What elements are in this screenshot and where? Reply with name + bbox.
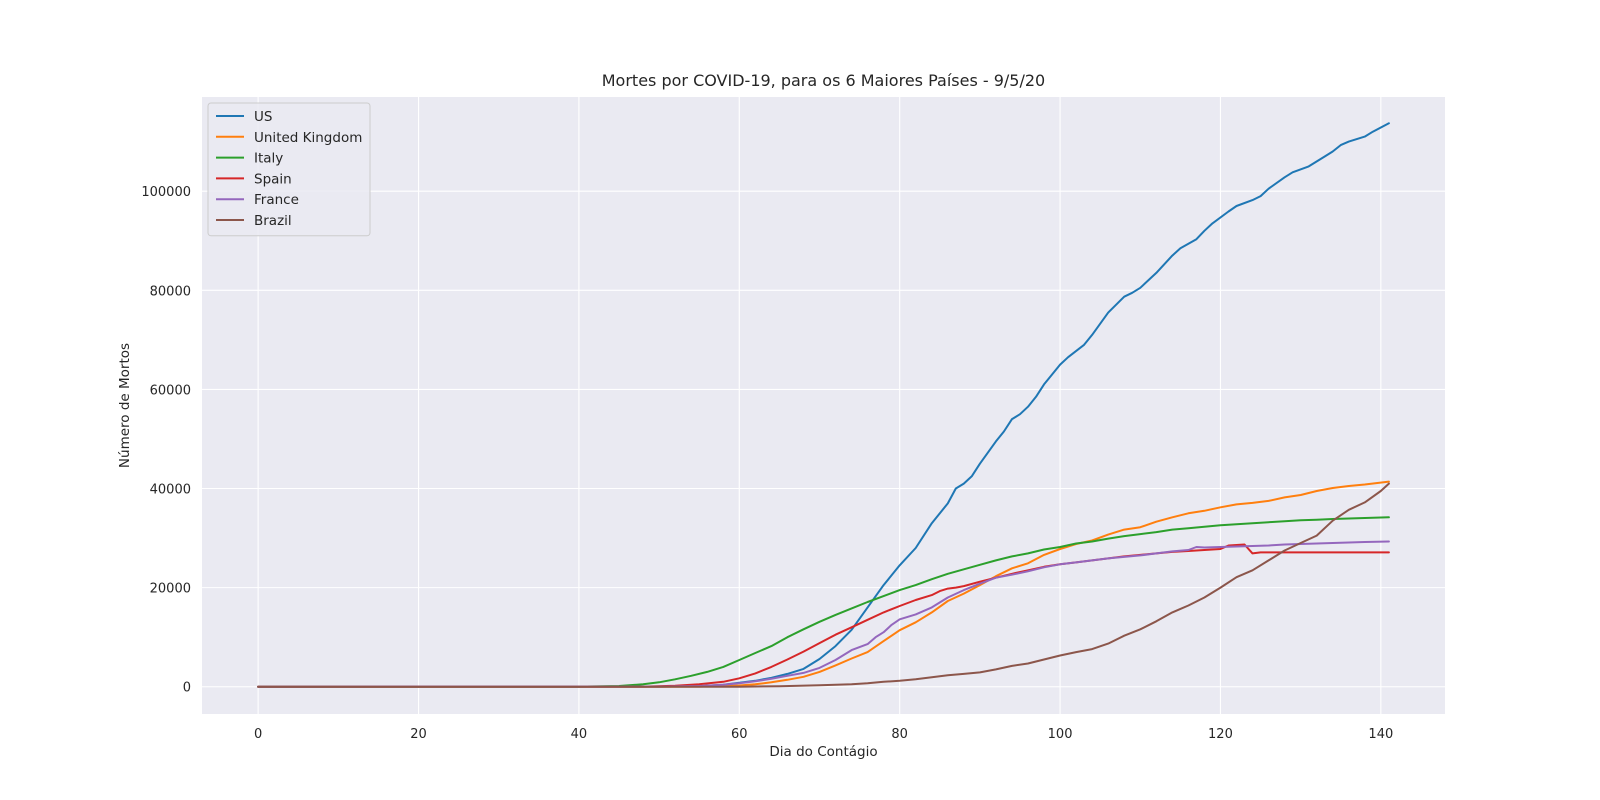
plot-area (202, 97, 1445, 714)
legend-box (207, 102, 371, 237)
series-line-united-kingdom (257, 480, 1390, 688)
legend-label: United Kingdom (254, 130, 362, 146)
y-tick-label: 100000 (141, 185, 191, 200)
x-tick-label: 100 (1048, 727, 1073, 742)
x-tick-label: 0 (254, 727, 262, 742)
x-axis-label: Dia do Contágio (769, 744, 877, 760)
x-tick-label: 20 (410, 727, 427, 742)
legend-label: Brazil (254, 213, 292, 229)
x-tick-label: 40 (571, 727, 588, 742)
x-tick-label: 80 (891, 727, 908, 742)
legend-label: France (254, 192, 299, 208)
y-tick-label: 0 (183, 681, 191, 696)
series-line-brazil (257, 482, 1390, 688)
chart-title: Mortes por COVID-19, para os 6 Maiores P… (602, 71, 1045, 90)
legend: US United Kingdom Italy Spain France Brazil (207, 102, 371, 237)
y-axis-label: Número de Mortos (117, 343, 133, 468)
series-lines (257, 122, 1390, 688)
x-tick-label: 60 (731, 727, 748, 742)
y-tick-label: 60000 (150, 383, 191, 398)
x-tick-label: 120 (1208, 727, 1233, 742)
series-line-us (257, 122, 1390, 688)
series-line-spain (257, 543, 1390, 688)
y-tick-label: 40000 (150, 483, 191, 498)
x-tick-label: 140 (1368, 727, 1393, 742)
legend-label: Spain (254, 171, 292, 187)
y-tick-label: 80000 (150, 284, 191, 299)
legend-label: US (254, 109, 272, 125)
x-axis: 0 20 40 60 80 100 120 140 (254, 727, 1393, 742)
y-axis: 0 20000 40000 60000 80000 100000 (141, 185, 191, 696)
legend-label: Italy (254, 151, 283, 167)
series-line-italy (257, 516, 1390, 688)
y-tick-label: 20000 (150, 582, 191, 597)
series-line-france (257, 540, 1390, 688)
